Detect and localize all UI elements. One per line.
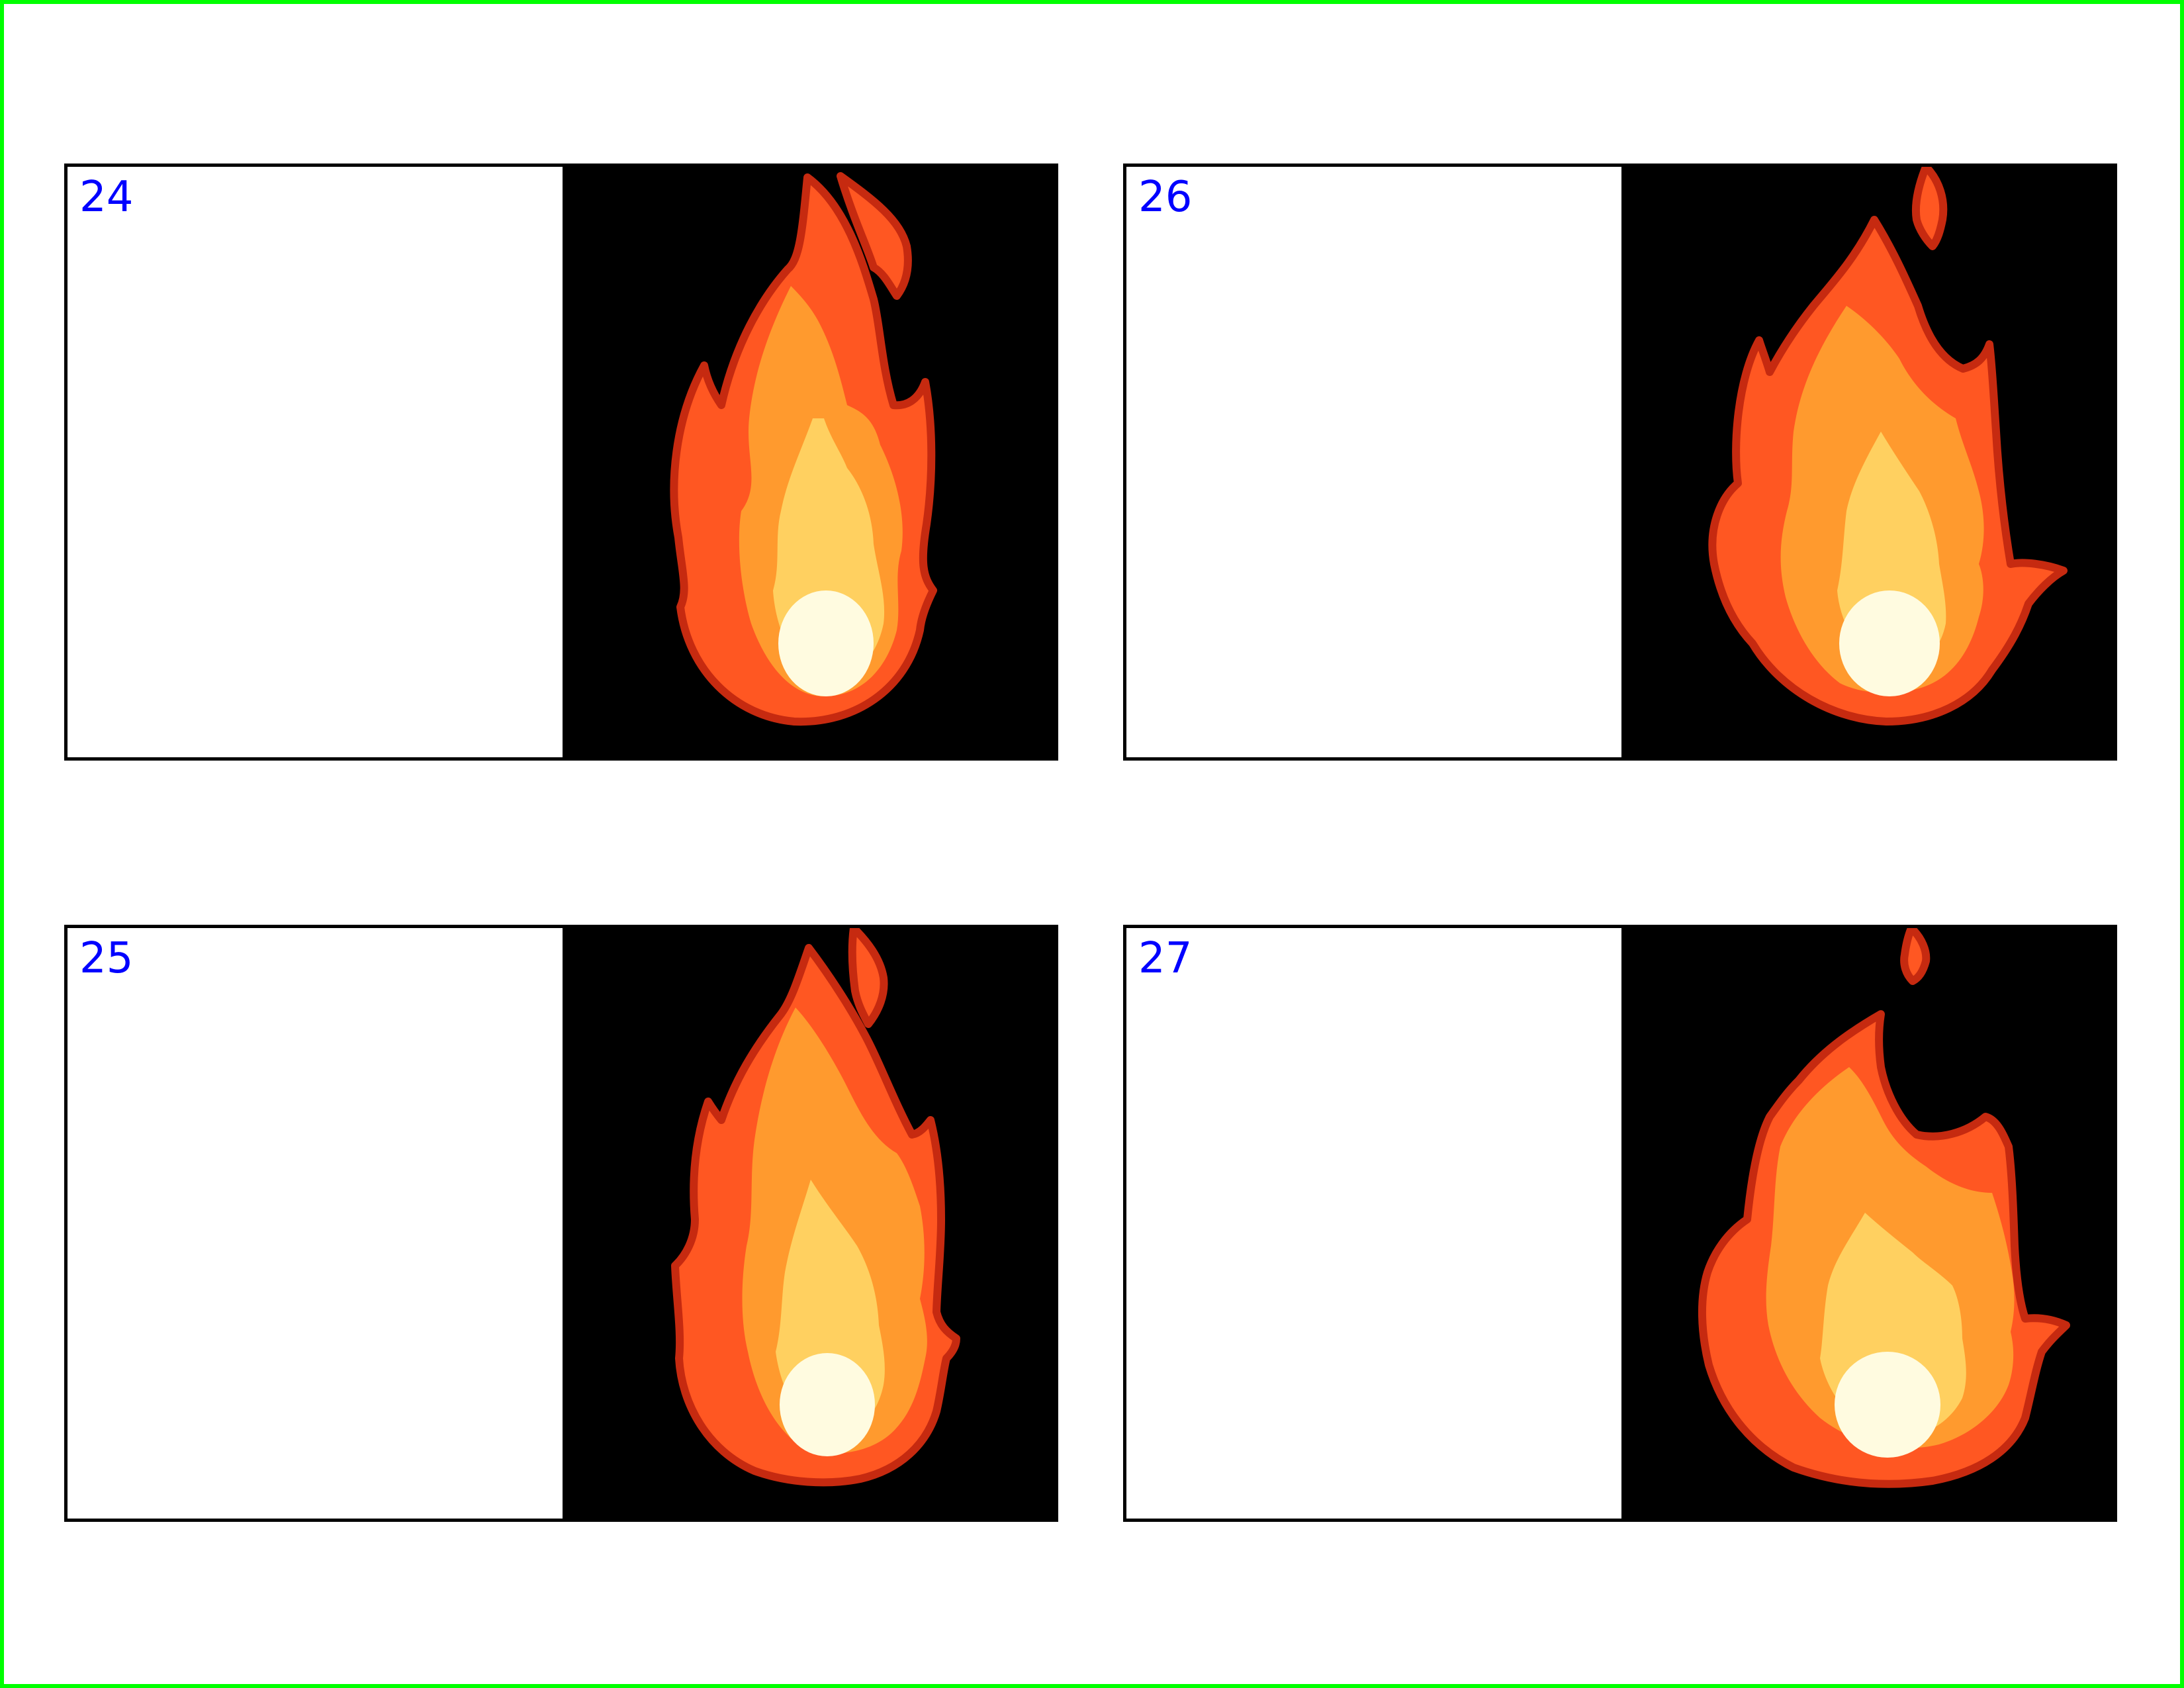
storyboard-card: 27 — [1123, 925, 2117, 1522]
flame-icon — [1708, 167, 2068, 726]
frame-number: 24 — [79, 173, 134, 222]
flame-icon — [670, 172, 937, 726]
storyboard-card: 24 — [64, 164, 1058, 761]
storyboard-card: 26 — [1123, 164, 2117, 761]
flame-panel — [563, 928, 1055, 1519]
flame-icon — [1698, 928, 2070, 1488]
flame-panel — [563, 167, 1055, 757]
storyboard-card: 25 — [64, 925, 1058, 1522]
frame-number: 25 — [79, 934, 134, 983]
flame-panel — [1621, 167, 2114, 757]
frame-number: 27 — [1138, 934, 1193, 983]
flame-panel — [1621, 928, 2114, 1519]
frame-number: 26 — [1138, 173, 1193, 222]
flame-icon — [671, 928, 960, 1487]
